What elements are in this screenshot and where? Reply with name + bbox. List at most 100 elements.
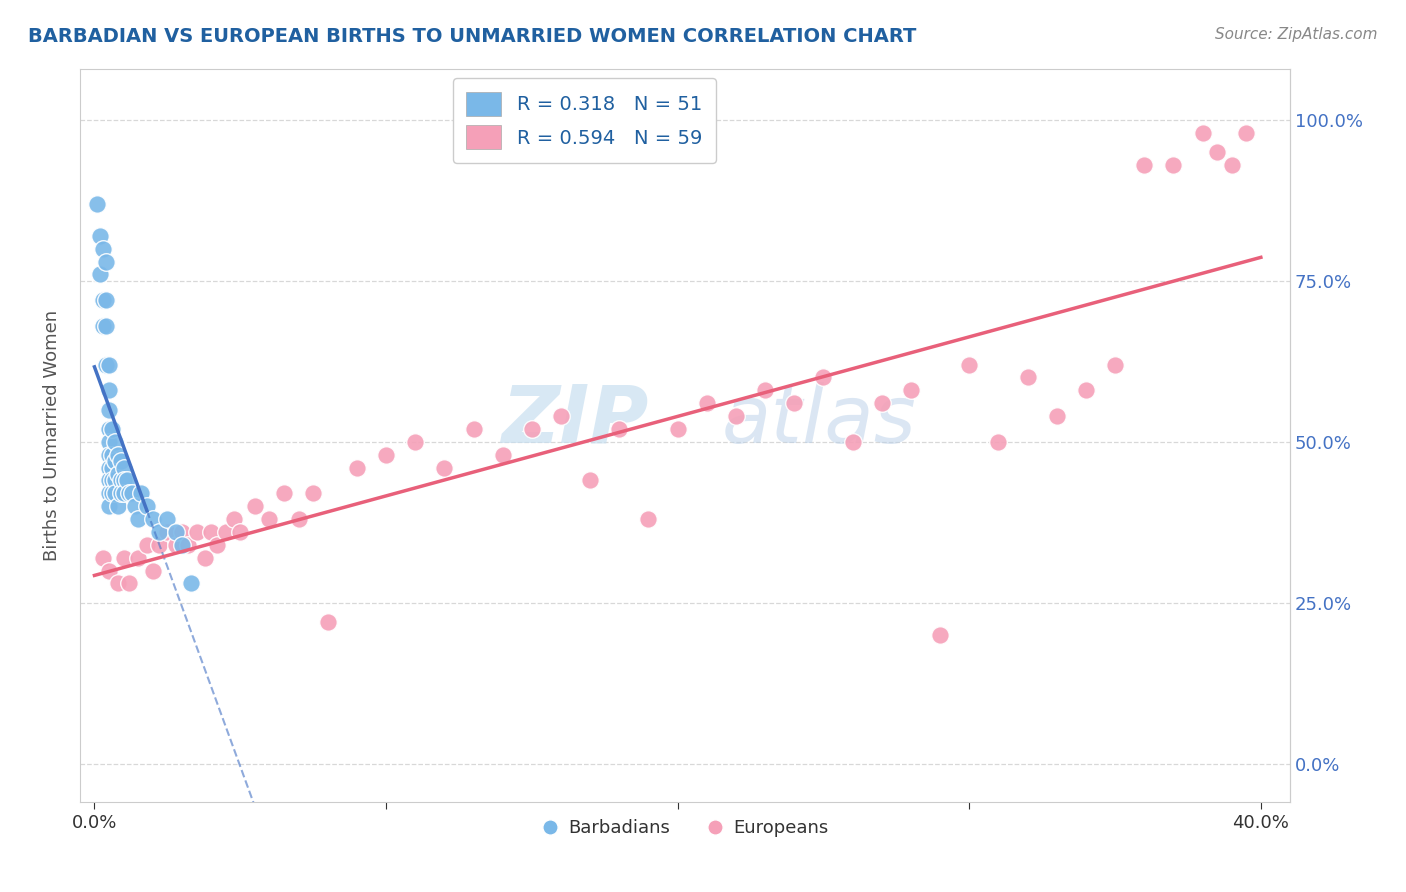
Point bbox=[259, 512, 281, 526]
Point bbox=[1104, 358, 1126, 372]
Point bbox=[98, 384, 121, 398]
Point bbox=[112, 474, 135, 488]
Point bbox=[754, 384, 776, 398]
Point bbox=[1234, 126, 1257, 140]
Point bbox=[1191, 126, 1213, 140]
Point bbox=[98, 448, 121, 462]
Point bbox=[813, 370, 835, 384]
Point bbox=[316, 615, 339, 629]
Point bbox=[957, 358, 980, 372]
Point bbox=[1133, 158, 1156, 172]
Point bbox=[1206, 145, 1229, 160]
Point bbox=[118, 486, 141, 500]
Point bbox=[224, 512, 246, 526]
Point bbox=[287, 512, 309, 526]
Point bbox=[142, 512, 165, 526]
Text: Source: ZipAtlas.com: Source: ZipAtlas.com bbox=[1215, 27, 1378, 42]
Point bbox=[900, 384, 922, 398]
Point bbox=[841, 434, 863, 449]
Point bbox=[89, 268, 111, 282]
Point bbox=[987, 434, 1010, 449]
Point bbox=[170, 538, 193, 552]
Point bbox=[136, 499, 159, 513]
Point bbox=[98, 434, 121, 449]
Point bbox=[110, 454, 132, 468]
Point bbox=[112, 486, 135, 500]
Y-axis label: Births to Unmarried Women: Births to Unmarried Women bbox=[44, 310, 60, 561]
Point bbox=[101, 422, 124, 436]
Point bbox=[148, 524, 170, 539]
Point bbox=[142, 564, 165, 578]
Point bbox=[170, 524, 193, 539]
Point bbox=[104, 434, 127, 449]
Point bbox=[136, 538, 159, 552]
Point bbox=[1220, 158, 1243, 172]
Point bbox=[94, 293, 117, 308]
Point bbox=[107, 448, 129, 462]
Point bbox=[783, 396, 806, 410]
Point bbox=[463, 422, 485, 436]
Point bbox=[273, 486, 295, 500]
Point bbox=[91, 318, 114, 333]
Point bbox=[929, 628, 952, 642]
Point bbox=[98, 564, 121, 578]
Point bbox=[127, 550, 149, 565]
Point bbox=[110, 486, 132, 500]
Point bbox=[375, 448, 398, 462]
Point bbox=[215, 524, 238, 539]
Point bbox=[110, 474, 132, 488]
Point bbox=[121, 486, 143, 500]
Point bbox=[666, 422, 689, 436]
Point bbox=[433, 460, 456, 475]
Point bbox=[194, 550, 217, 565]
Point bbox=[205, 538, 228, 552]
Point bbox=[177, 538, 200, 552]
Point bbox=[579, 474, 602, 488]
Point bbox=[607, 422, 630, 436]
Text: atlas: atlas bbox=[721, 382, 915, 459]
Point bbox=[243, 499, 266, 513]
Point bbox=[101, 448, 124, 462]
Point bbox=[104, 474, 127, 488]
Point bbox=[870, 396, 893, 410]
Point bbox=[148, 538, 170, 552]
Point bbox=[520, 422, 543, 436]
Point bbox=[101, 474, 124, 488]
Point bbox=[98, 402, 121, 417]
Point bbox=[98, 358, 121, 372]
Point bbox=[124, 499, 146, 513]
Point bbox=[229, 524, 252, 539]
Point bbox=[696, 396, 718, 410]
Point bbox=[98, 499, 121, 513]
Point bbox=[98, 422, 121, 436]
Point bbox=[200, 524, 222, 539]
Point bbox=[346, 460, 368, 475]
Point bbox=[302, 486, 325, 500]
Point bbox=[550, 409, 572, 423]
Text: BARBADIAN VS EUROPEAN BIRTHS TO UNMARRIED WOMEN CORRELATION CHART: BARBADIAN VS EUROPEAN BIRTHS TO UNMARRIE… bbox=[28, 27, 917, 45]
Point bbox=[94, 358, 117, 372]
Point bbox=[104, 454, 127, 468]
Point bbox=[98, 486, 121, 500]
Point bbox=[89, 228, 111, 243]
Legend: Barbadians, Europeans: Barbadians, Europeans bbox=[534, 812, 837, 845]
Point bbox=[107, 576, 129, 591]
Point bbox=[118, 576, 141, 591]
Point bbox=[129, 486, 152, 500]
Point bbox=[91, 293, 114, 308]
Point bbox=[91, 242, 114, 256]
Point bbox=[156, 524, 179, 539]
Point bbox=[101, 486, 124, 500]
Point bbox=[101, 460, 124, 475]
Text: ZIP: ZIP bbox=[502, 382, 648, 459]
Point bbox=[186, 524, 208, 539]
Point bbox=[94, 254, 117, 268]
Point bbox=[86, 196, 108, 211]
Point bbox=[94, 318, 117, 333]
Point bbox=[637, 512, 659, 526]
Point bbox=[1074, 384, 1097, 398]
Point bbox=[1017, 370, 1039, 384]
Point bbox=[112, 550, 135, 565]
Point bbox=[404, 434, 426, 449]
Point bbox=[156, 512, 179, 526]
